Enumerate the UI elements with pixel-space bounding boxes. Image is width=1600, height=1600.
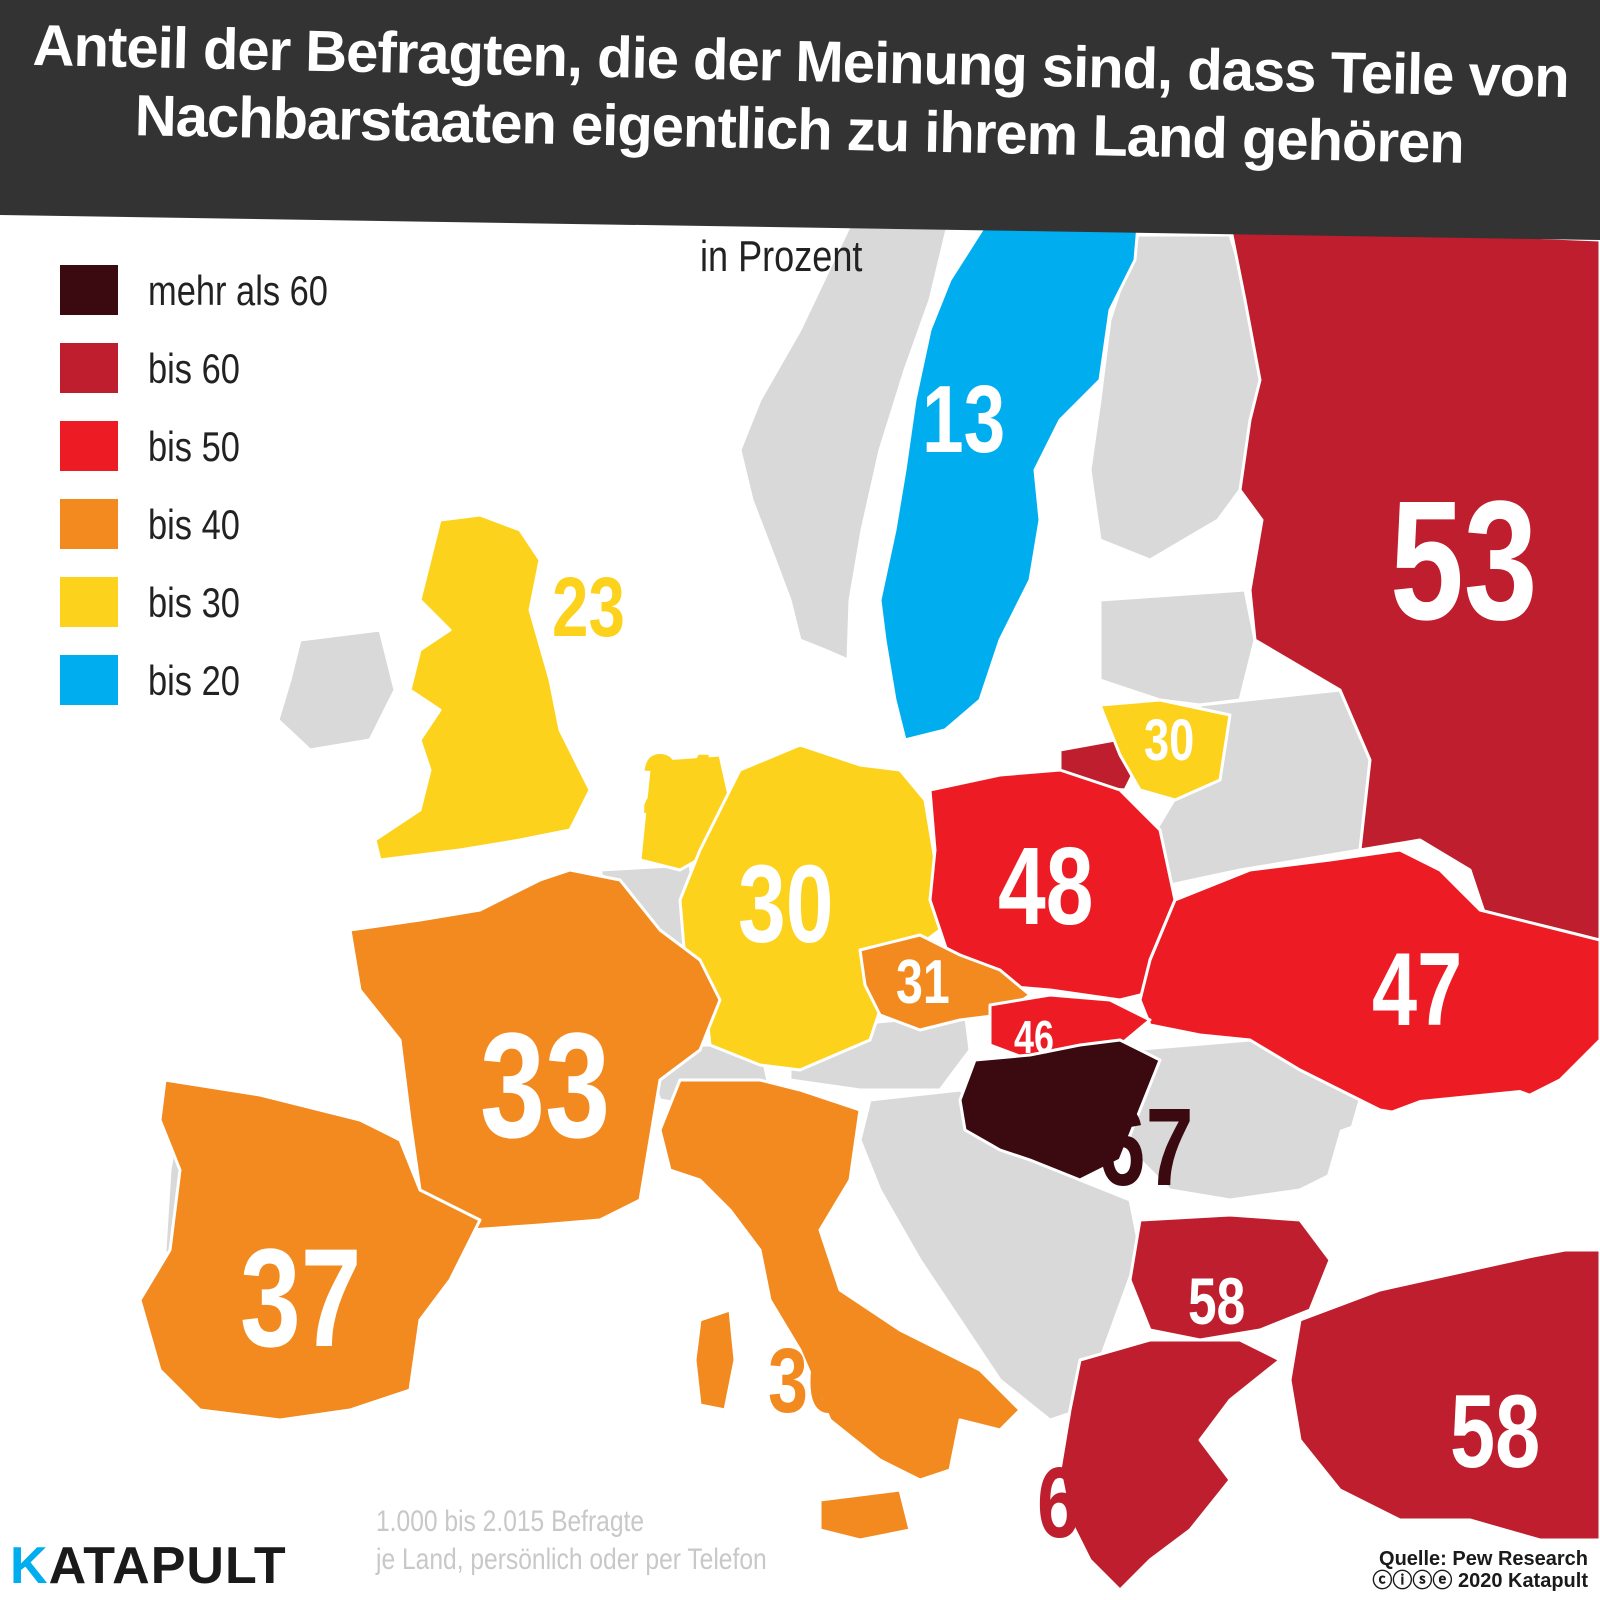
- footnote-line-1: 1.000 bis 2.015 Befragte: [376, 1505, 645, 1538]
- logo-text: ATAPULT: [48, 1537, 287, 1595]
- value-france: 33: [480, 1001, 611, 1169]
- footnote-line-2: je Land, persönlich oder per Telefon: [376, 1543, 767, 1576]
- legend-label: bis 60: [148, 345, 240, 392]
- country-italy: [658, 1078, 1022, 1482]
- legend-label: bis 50: [148, 423, 240, 470]
- logo-k: K: [10, 1537, 49, 1595]
- value-lithuania: 30: [1144, 708, 1195, 773]
- land-norway: [738, 223, 950, 662]
- land-estonia-latvia: [1098, 588, 1257, 707]
- country-bulgaria: [1128, 1213, 1332, 1342]
- value-greece: 60: [1037, 1447, 1124, 1559]
- katapult-logo: KATAPULT: [10, 1536, 287, 1596]
- chart-subtitle: in Prozent: [700, 232, 863, 281]
- value-italy: 36: [768, 1330, 848, 1432]
- country-france: [348, 868, 722, 1232]
- value-russia: 53: [1390, 466, 1538, 656]
- country-italy-sardinia: [693, 1308, 737, 1412]
- value-poland: 48: [998, 825, 1094, 948]
- country-greece: [1058, 1338, 1282, 1592]
- source-note: Quelle: Pew Research ⓒⓘⓢⓔ 2020 Katapult: [1372, 1548, 1588, 1592]
- country-lithuania: [1098, 698, 1232, 802]
- source-line-1: Quelle: Pew Research: [1379, 1548, 1588, 1570]
- legend-swatch: [60, 265, 118, 315]
- country-uk: [373, 513, 592, 862]
- land-ireland: [276, 628, 397, 752]
- value-uk: 23: [552, 560, 625, 654]
- country-hungary: [958, 1038, 1162, 1182]
- legend-label: bis 30: [148, 579, 240, 626]
- value-turkey: 58: [1450, 1374, 1541, 1490]
- legend-swatch: [60, 499, 118, 549]
- value-hungary: 67: [1098, 1086, 1194, 1209]
- value-ukraine: 47: [1372, 932, 1463, 1048]
- value-germany: 30: [738, 843, 834, 966]
- value-sweden: 13: [922, 366, 1006, 473]
- value-bulgaria: 58: [1188, 1264, 1246, 1338]
- footnote: 1.000 bis 2.015 Befragte je Land, persön…: [376, 1503, 767, 1579]
- legend-label: bis 20: [148, 657, 240, 704]
- legend-swatch: [60, 577, 118, 627]
- value-netherlands: 24: [642, 737, 715, 831]
- legend-label: bis 40: [148, 501, 240, 548]
- value-slovakia: 46: [1014, 1011, 1054, 1063]
- country-spain: [138, 1078, 482, 1422]
- legend-label: mehr als 60: [148, 267, 328, 314]
- title-band: [0, 0, 1600, 240]
- source-line-2: ⓒⓘⓢⓔ 2020 Katapult: [1372, 1570, 1588, 1592]
- value-czechia: 31: [896, 948, 950, 1017]
- country-sweden: [878, 223, 1140, 742]
- country-italy-sicily: [818, 1488, 912, 1542]
- black-sea: [1320, 1090, 1600, 1265]
- country-turkey: [1288, 1248, 1600, 1542]
- value-spain: 37: [240, 1219, 362, 1376]
- legend-swatch: [60, 421, 118, 471]
- legend-swatch: [60, 655, 118, 705]
- legend-swatch: [60, 343, 118, 393]
